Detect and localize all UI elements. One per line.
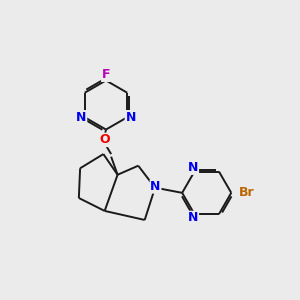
Text: O: O bbox=[99, 134, 110, 146]
Text: N: N bbox=[150, 180, 161, 193]
Text: N: N bbox=[188, 161, 198, 174]
Text: Br: Br bbox=[238, 186, 254, 199]
Text: N: N bbox=[76, 111, 86, 124]
Text: N: N bbox=[125, 111, 136, 124]
Text: N: N bbox=[188, 212, 198, 224]
Text: F: F bbox=[102, 68, 110, 81]
